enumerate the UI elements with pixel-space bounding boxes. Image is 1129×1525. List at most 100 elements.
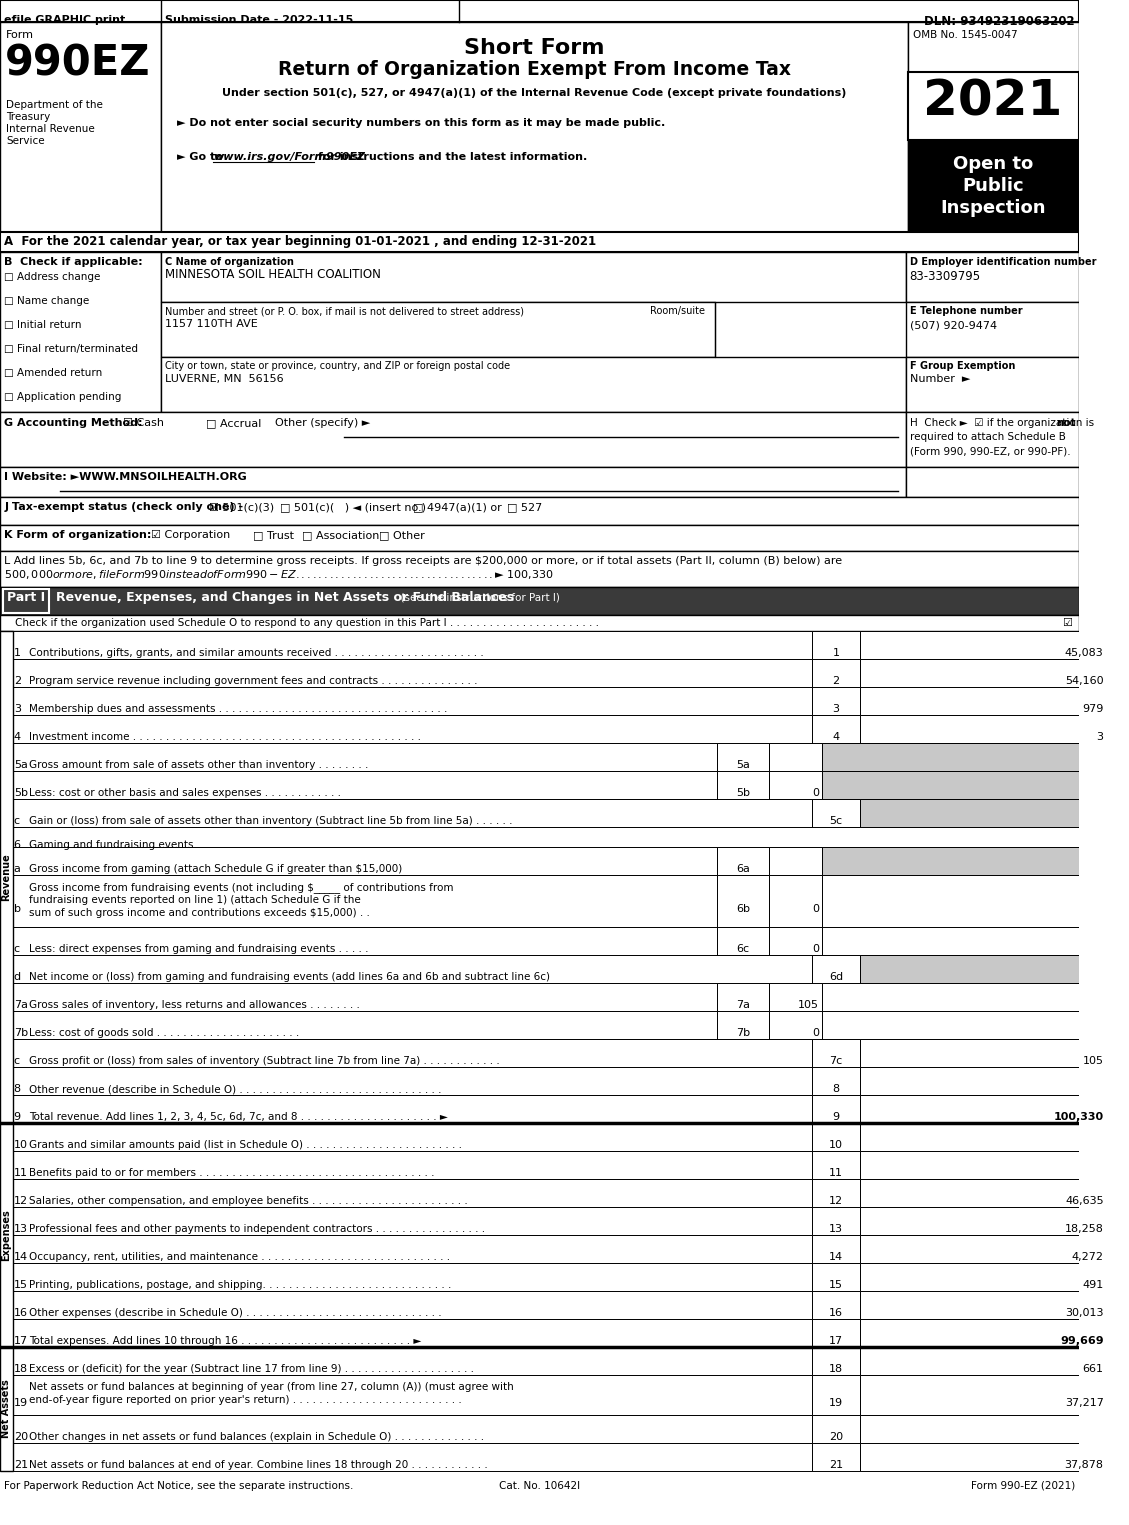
Text: Membership dues and assessments . . . . . . . . . . . . . . . . . . . . . . . . : Membership dues and assessments . . . . …: [29, 705, 447, 714]
Text: Internal Revenue: Internal Revenue: [6, 124, 95, 134]
Text: sum of such gross income and contributions exceeds $15,000) . .: sum of such gross income and contributio…: [29, 907, 370, 918]
Text: □ 501(c)(   ) ◄ (insert no.): □ 501(c)( ) ◄ (insert no.): [280, 502, 427, 512]
Bar: [0, 927, 717, 955]
Text: c: c: [14, 944, 20, 955]
Bar: [812, 1347, 860, 1376]
Bar: [0, 1068, 812, 1095]
Bar: [860, 686, 1108, 715]
Bar: [0, 497, 1079, 525]
Text: Return of Organization Exempt From Income Tax: Return of Organization Exempt From Incom…: [278, 59, 790, 79]
Text: d: d: [14, 971, 20, 982]
Bar: [860, 715, 1108, 743]
Bar: [905, 302, 1079, 357]
Text: □ Application pending: □ Application pending: [5, 392, 122, 403]
Text: Short Form: Short Form: [464, 38, 604, 58]
Text: 6d: 6d: [829, 971, 843, 982]
Text: Gaming and fundraising events: Gaming and fundraising events: [29, 840, 193, 849]
Text: $500,000 or more, file Form 990 instead of Form 990-EZ . . . . . . . . . . . . .: $500,000 or more, file Form 990 instead …: [5, 567, 554, 581]
Bar: [0, 984, 717, 1011]
Bar: [0, 631, 12, 1122]
Text: 20: 20: [829, 1432, 843, 1443]
Text: 11: 11: [829, 1168, 843, 1177]
Text: 18,258: 18,258: [1065, 1225, 1104, 1234]
Text: 979: 979: [1083, 705, 1104, 714]
Text: Net assets or fund balances at end of year. Combine lines 18 through 20 . . . . : Net assets or fund balances at end of ye…: [29, 1459, 488, 1470]
Bar: [769, 984, 822, 1011]
Text: 9: 9: [832, 1112, 840, 1122]
Text: Total revenue. Add lines 1, 2, 3, 4, 5c, 6d, 7c, and 8 . . . . . . . . . . . . .: Total revenue. Add lines 1, 2, 3, 4, 5c,…: [29, 1112, 448, 1122]
Bar: [908, 140, 1079, 232]
Bar: [769, 743, 822, 772]
Text: www.irs.gov/Form990EZ: www.irs.gov/Form990EZ: [213, 152, 366, 162]
Text: Revenue, Expenses, and Changes in Net Assets or Fund Balances: Revenue, Expenses, and Changes in Net As…: [55, 592, 514, 604]
Text: Submission Date - 2022-11-15: Submission Date - 2022-11-15: [165, 15, 353, 24]
Bar: [822, 875, 1079, 927]
Text: Net income or (loss) from gaming and fundraising events (add lines 6a and 6b and: Net income or (loss) from gaming and fun…: [29, 971, 550, 982]
Text: □ Trust: □ Trust: [253, 531, 294, 540]
Bar: [812, 715, 860, 743]
Text: City or town, state or province, country, and ZIP or foreign postal code: City or town, state or province, country…: [165, 361, 510, 371]
Text: 13: 13: [829, 1225, 843, 1234]
Bar: [812, 955, 860, 984]
Text: 990EZ: 990EZ: [6, 43, 150, 84]
Bar: [0, 1206, 812, 1235]
Text: (see the instructions for Part I): (see the instructions for Part I): [394, 592, 560, 602]
Bar: [0, 1415, 812, 1443]
Text: Program service revenue including government fees and contracts . . . . . . . . : Program service revenue including govern…: [29, 676, 478, 686]
Bar: [905, 252, 1079, 302]
Bar: [717, 846, 769, 875]
Bar: [0, 686, 812, 715]
Text: 661: 661: [1083, 1363, 1104, 1374]
Text: 20: 20: [14, 1432, 28, 1443]
Bar: [3, 589, 49, 613]
Bar: [812, 1376, 860, 1415]
Text: Gross amount from sale of assets other than inventory . . . . . . . .: Gross amount from sale of assets other t…: [29, 759, 368, 770]
Text: 0: 0: [812, 1028, 819, 1039]
Text: Net assets or fund balances at beginning of year (from line 27, column (A)) (mus: Net assets or fund balances at beginning…: [29, 1382, 514, 1392]
Text: □ Name change: □ Name change: [5, 296, 89, 307]
Text: 30,013: 30,013: [1065, 1308, 1104, 1318]
Text: □ Address change: □ Address change: [5, 271, 100, 282]
Text: ☑ 501(c)(3): ☑ 501(c)(3): [209, 502, 273, 512]
Bar: [860, 1347, 1108, 1376]
Bar: [905, 467, 1079, 497]
Bar: [812, 1263, 860, 1292]
Text: 13: 13: [14, 1225, 28, 1234]
Text: not: not: [1057, 418, 1076, 429]
Text: Less: direct expenses from gaming and fundraising events . . . . .: Less: direct expenses from gaming and fu…: [29, 944, 368, 955]
Bar: [0, 1347, 812, 1376]
Text: D Employer identification number: D Employer identification number: [910, 258, 1096, 267]
Text: 1157 110TH AVE: 1157 110TH AVE: [165, 319, 257, 329]
Bar: [160, 21, 908, 232]
Bar: [769, 772, 822, 799]
Bar: [860, 1319, 1108, 1347]
Text: 17: 17: [829, 1336, 843, 1347]
Bar: [717, 984, 769, 1011]
Text: ☑ Cash: ☑ Cash: [123, 418, 164, 429]
Bar: [812, 1319, 860, 1347]
Bar: [905, 412, 1079, 467]
Bar: [0, 1319, 812, 1347]
Bar: [0, 525, 1079, 551]
Text: Net Assets: Net Assets: [1, 1380, 11, 1438]
Bar: [0, 412, 905, 467]
Bar: [0, 1292, 812, 1319]
Text: 45,083: 45,083: [1065, 648, 1104, 657]
Text: 4,272: 4,272: [1071, 1252, 1104, 1263]
Text: 5b: 5b: [736, 788, 750, 798]
Text: J Tax-exempt status (check only one) -: J Tax-exempt status (check only one) -: [5, 502, 243, 512]
Text: ► Do not enter social security numbers on this form as it may be made public.: ► Do not enter social security numbers o…: [177, 117, 665, 128]
Text: Gross sales of inventory, less returns and allowances . . . . . . . .: Gross sales of inventory, less returns a…: [29, 1000, 360, 1010]
Text: 7a: 7a: [14, 1000, 28, 1010]
Bar: [860, 799, 1108, 827]
Bar: [0, 1347, 12, 1472]
Bar: [812, 1122, 860, 1151]
Bar: [0, 1235, 812, 1263]
Text: Grants and similar amounts paid (list in Schedule O) . . . . . . . . . . . . . .: Grants and similar amounts paid (list in…: [29, 1141, 462, 1150]
Text: K Form of organization:: K Form of organization:: [5, 531, 151, 540]
Bar: [860, 1095, 1108, 1122]
Bar: [0, 587, 1079, 615]
Bar: [717, 772, 769, 799]
Text: Form: Form: [6, 30, 34, 40]
Text: 37,217: 37,217: [1065, 1398, 1104, 1408]
